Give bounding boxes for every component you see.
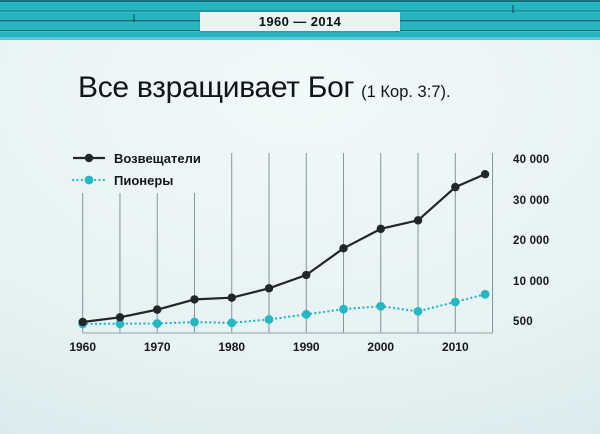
y-tick-label-500: 500 xyxy=(513,316,533,328)
pioneers-point-1965 xyxy=(115,319,125,329)
pioneers-point-2005 xyxy=(413,306,423,316)
title-main: Все взращивает Бог xyxy=(78,71,355,104)
x-tick-label-2000: 2000 xyxy=(367,340,395,354)
pioneers-series-line xyxy=(81,293,487,326)
date-range-box: 1960 — 2014 xyxy=(200,12,400,31)
publishers-point-2005 xyxy=(413,216,423,225)
pioneers-point-1975 xyxy=(190,317,199,327)
legend-label-pioneers: Пионеры xyxy=(114,172,174,188)
pioneers-point-2014 xyxy=(480,289,490,299)
publishers-point-1980 xyxy=(227,293,236,302)
pioneers-legend-marker-icon xyxy=(71,175,107,185)
pioneers-point-1995 xyxy=(339,304,348,314)
chart-legend: Возвещатели Пионеры xyxy=(71,150,201,194)
publishers-point-1970 xyxy=(153,305,162,314)
x-tick-label-1970: 1970 xyxy=(143,340,171,354)
pioneers-point-1990 xyxy=(301,309,311,319)
pioneers-point-2000 xyxy=(376,301,386,311)
pioneers-point-2010 xyxy=(450,297,460,307)
plank-seam xyxy=(133,14,135,22)
publishers-point-2014 xyxy=(480,169,490,179)
x-tick-label-1990: 1990 xyxy=(292,340,320,354)
publishers-point-1965 xyxy=(115,313,125,322)
publishers-legend-marker-icon xyxy=(73,153,105,163)
publishers-point-1995 xyxy=(339,244,348,253)
legend-item-pioneers: Пионеры xyxy=(71,172,201,188)
header-plank-band: 1960 — 2014 xyxy=(0,0,600,40)
plank-seam xyxy=(512,5,514,13)
x-tick-label-1980: 1980 xyxy=(218,340,246,354)
slide-title: Все взращивает Бог (1 Кор. 3:7). xyxy=(78,71,451,105)
pioneers-point-1970 xyxy=(152,319,162,328)
publishers-point-2000 xyxy=(376,224,385,234)
y-tick-label-20000: 20 000 xyxy=(513,235,550,247)
title-scripture-reference: (1 Кор. 3:7). xyxy=(361,83,451,101)
pioneers-point-1985 xyxy=(264,315,274,324)
publishers-point-1985 xyxy=(264,284,274,293)
date-range-label: 1960 — 2014 xyxy=(258,14,342,29)
publishers-series-line xyxy=(82,173,486,324)
y-tick-label-30000: 30 000 xyxy=(513,194,550,207)
pioneers-point-1980 xyxy=(227,318,237,328)
legend-label-publishers: Возвещатели xyxy=(114,150,201,166)
x-tick-label-1960: 1960 xyxy=(69,340,97,354)
y-tick-label-10000: 10 000 xyxy=(513,275,550,288)
publishers-data-points xyxy=(78,169,490,327)
publishers-point-1960 xyxy=(78,317,87,327)
publishers-point-2010 xyxy=(451,182,460,192)
publishers-point-1975 xyxy=(190,295,199,304)
publishers-point-1990 xyxy=(302,270,311,280)
y-tick-label-40000: 40 000 xyxy=(513,154,550,166)
x-tick-label-2010: 2010 xyxy=(441,340,469,354)
legend-item-publishers: Возвещатели xyxy=(71,150,201,166)
